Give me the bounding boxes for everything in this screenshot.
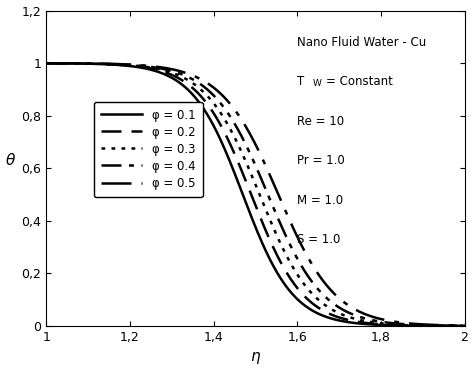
- Text: Nano Fluid Water - Cu: Nano Fluid Water - Cu: [297, 36, 427, 49]
- Text: S = 1.0: S = 1.0: [297, 233, 340, 246]
- X-axis label: η: η: [251, 349, 260, 364]
- Text: = Constant: = Constant: [326, 75, 392, 88]
- Y-axis label: θ: θ: [6, 153, 15, 168]
- Text: T: T: [297, 75, 304, 88]
- Text: W: W: [313, 79, 322, 88]
- Legend: φ = 0.1, φ = 0.2, φ = 0.3, φ = 0.4, φ = 0.5: φ = 0.1, φ = 0.2, φ = 0.3, φ = 0.4, φ = …: [94, 102, 202, 197]
- Text: Pr = 1.0: Pr = 1.0: [297, 154, 345, 167]
- Text: Re = 10: Re = 10: [297, 115, 344, 128]
- Text: M = 1.0: M = 1.0: [297, 194, 343, 206]
